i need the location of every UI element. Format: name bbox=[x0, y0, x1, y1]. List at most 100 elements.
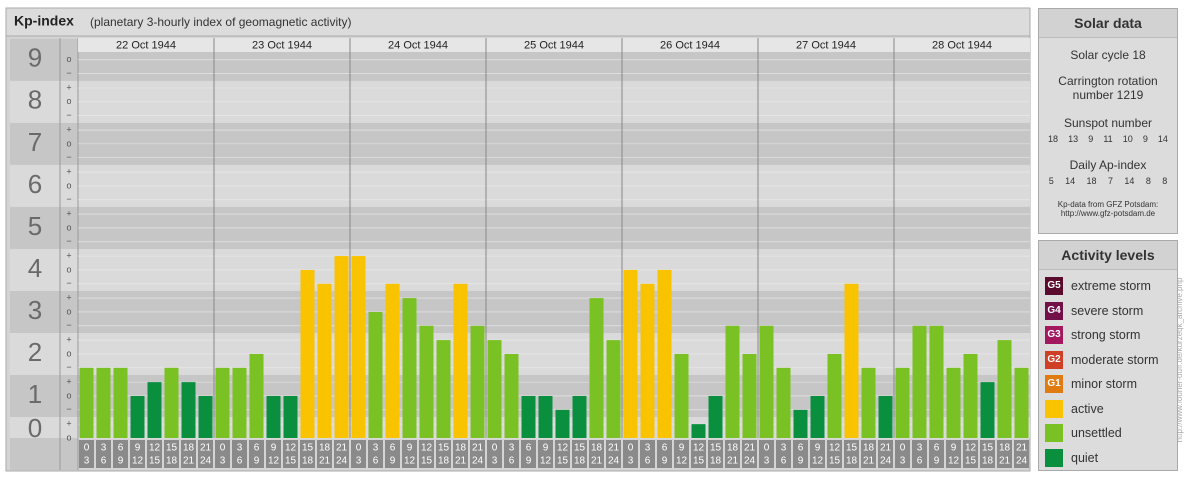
hour-cell bbox=[708, 440, 723, 468]
x-tick-label: 21 bbox=[863, 456, 875, 467]
x-tick-label: 21 bbox=[472, 443, 484, 454]
y-minor-label: o bbox=[66, 96, 71, 106]
hour-cell bbox=[555, 440, 570, 468]
x-tick-label: 0 bbox=[84, 443, 90, 454]
hour-cell bbox=[521, 440, 536, 468]
x-tick-label: 3 bbox=[628, 456, 634, 467]
bar bbox=[538, 395, 553, 438]
legend-badge: G2 bbox=[1047, 353, 1061, 365]
x-tick-label: 24 bbox=[880, 456, 892, 467]
bar bbox=[1014, 367, 1029, 438]
x-tick-label: 21 bbox=[591, 456, 603, 467]
y-tick-label: 5 bbox=[28, 211, 42, 241]
y-minor-label: + bbox=[66, 208, 71, 218]
hour-cell bbox=[640, 440, 655, 468]
bar bbox=[317, 283, 332, 438]
bar bbox=[997, 340, 1012, 438]
x-tick-label: 3 bbox=[84, 456, 90, 467]
hour-cell bbox=[300, 440, 315, 468]
x-tick-label: 3 bbox=[373, 443, 379, 454]
x-tick-label: 21 bbox=[200, 443, 212, 454]
y-tick-label: 8 bbox=[28, 85, 42, 115]
bar bbox=[368, 311, 383, 438]
legend-label: unsettled bbox=[1071, 426, 1122, 441]
ap-value: 14 bbox=[1065, 176, 1076, 186]
bar bbox=[776, 367, 791, 438]
x-tick-label: 18 bbox=[863, 443, 875, 454]
y-tick-label: 4 bbox=[28, 253, 42, 283]
y-minor-label: o bbox=[66, 390, 71, 400]
x-tick-label: 12 bbox=[132, 456, 144, 467]
x-tick-label: 3 bbox=[220, 456, 226, 467]
bar bbox=[793, 409, 808, 438]
bar bbox=[215, 367, 230, 438]
x-tick-label: 21 bbox=[744, 443, 756, 454]
y-tick-label: 3 bbox=[28, 295, 42, 325]
y-minor-label: − bbox=[66, 194, 71, 204]
x-tick-label: 15 bbox=[982, 443, 994, 454]
bar bbox=[895, 367, 910, 438]
day-label: 23 Oct 1944 bbox=[252, 39, 312, 51]
hour-cell bbox=[844, 440, 859, 468]
hour-cell bbox=[538, 440, 553, 468]
bar bbox=[79, 367, 94, 438]
x-tick-label: 3 bbox=[645, 443, 651, 454]
hour-cell bbox=[334, 440, 349, 468]
sunspot-value: 9 bbox=[1088, 134, 1094, 144]
x-tick-label: 24 bbox=[744, 456, 756, 467]
hour-cell bbox=[980, 440, 995, 468]
x-tick-label: 15 bbox=[829, 456, 841, 467]
hour-cell bbox=[725, 440, 740, 468]
x-tick-label: 0 bbox=[492, 443, 498, 454]
x-tick-label: 18 bbox=[183, 443, 195, 454]
y-minor-label: + bbox=[66, 166, 71, 176]
legend-badge: G3 bbox=[1047, 329, 1061, 341]
day-label: 25 Oct 1944 bbox=[524, 39, 584, 51]
ap-value: 7 bbox=[1107, 176, 1113, 186]
hour-cell bbox=[232, 440, 247, 468]
hour-cell bbox=[317, 440, 332, 468]
bar bbox=[742, 353, 757, 438]
y-minor-label: − bbox=[66, 362, 71, 372]
legend-swatch bbox=[1045, 424, 1063, 443]
x-tick-label: 6 bbox=[254, 443, 260, 454]
day-label: 22 Oct 1944 bbox=[116, 39, 176, 51]
legend-badge: G4 bbox=[1047, 304, 1061, 316]
x-tick-label: 9 bbox=[951, 443, 957, 454]
x-tick-label: 15 bbox=[421, 456, 433, 467]
bar bbox=[946, 367, 961, 438]
hour-cell bbox=[147, 440, 162, 468]
x-tick-label: 0 bbox=[628, 443, 634, 454]
hour-cell bbox=[283, 440, 298, 468]
x-tick-label: 15 bbox=[149, 456, 161, 467]
x-tick-label: 12 bbox=[948, 456, 960, 467]
x-tick-label: 15 bbox=[846, 443, 858, 454]
x-tick-label: 18 bbox=[710, 456, 722, 467]
y-minor-label: + bbox=[66, 334, 71, 344]
hour-cell bbox=[589, 440, 604, 468]
legend-label: moderate storm bbox=[1071, 352, 1159, 367]
hour-cell bbox=[198, 440, 213, 468]
solar-data-panel: Solar data Solar cycle 18 Carrington rot… bbox=[1038, 8, 1178, 234]
sunspot-title: Sunspot number bbox=[1063, 116, 1153, 130]
x-tick-label: 12 bbox=[965, 443, 977, 454]
activity-panel: Activity levels G5 extreme storm G4 severe … bbox=[1038, 240, 1178, 471]
x-tick-label: 9 bbox=[679, 443, 685, 454]
x-tick-label: 9 bbox=[390, 456, 396, 467]
bar bbox=[521, 395, 536, 438]
sunspot-value: 13 bbox=[1068, 134, 1079, 144]
legend-badge: G5 bbox=[1047, 280, 1061, 292]
legend-swatch bbox=[1045, 399, 1063, 418]
day-label: 28 Oct 1944 bbox=[932, 39, 992, 51]
bar bbox=[351, 256, 366, 438]
hour-cell bbox=[504, 440, 519, 468]
legend-item: G4 severe storm bbox=[1039, 299, 1177, 324]
x-tick-label: 3 bbox=[237, 443, 243, 454]
legend-label: quiet bbox=[1071, 450, 1099, 465]
chart-title: Kp-index bbox=[14, 13, 74, 29]
legend-label: strong storm bbox=[1071, 328, 1141, 343]
hour-cell bbox=[606, 440, 621, 468]
x-tick-label: 21 bbox=[999, 456, 1011, 467]
x-tick-label: 12 bbox=[676, 456, 688, 467]
x-tick-label: 12 bbox=[812, 456, 824, 467]
